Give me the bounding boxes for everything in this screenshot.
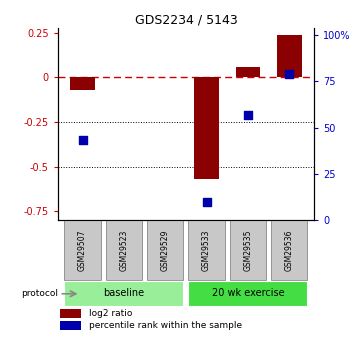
Bar xyxy=(230,220,266,280)
Bar xyxy=(70,78,95,90)
Text: GSM29523: GSM29523 xyxy=(119,229,129,270)
Text: GSM29529: GSM29529 xyxy=(161,229,170,270)
Point xyxy=(80,138,86,143)
Title: GDS2234 / 5143: GDS2234 / 5143 xyxy=(135,13,237,27)
Point xyxy=(286,71,292,77)
Text: GSM29533: GSM29533 xyxy=(202,229,211,271)
Bar xyxy=(106,220,142,280)
Text: log2 ratio: log2 ratio xyxy=(88,309,132,318)
Point xyxy=(245,112,251,117)
Bar xyxy=(194,78,219,179)
Text: GSM29535: GSM29535 xyxy=(243,229,252,271)
Bar xyxy=(188,220,225,280)
Bar xyxy=(235,67,260,78)
Bar xyxy=(188,281,308,306)
Bar xyxy=(271,220,308,280)
Bar xyxy=(147,220,183,280)
Text: baseline: baseline xyxy=(103,288,144,298)
Text: GSM29536: GSM29536 xyxy=(285,229,294,271)
Bar xyxy=(64,220,101,280)
Bar xyxy=(60,321,81,330)
Text: 20 wk exercise: 20 wk exercise xyxy=(212,288,284,298)
Point xyxy=(204,199,209,204)
Text: percentile rank within the sample: percentile rank within the sample xyxy=(88,321,242,330)
Text: GSM29507: GSM29507 xyxy=(78,229,87,271)
Text: protocol: protocol xyxy=(22,289,58,298)
Bar xyxy=(64,281,183,306)
Bar xyxy=(277,35,302,78)
Bar xyxy=(60,309,81,318)
